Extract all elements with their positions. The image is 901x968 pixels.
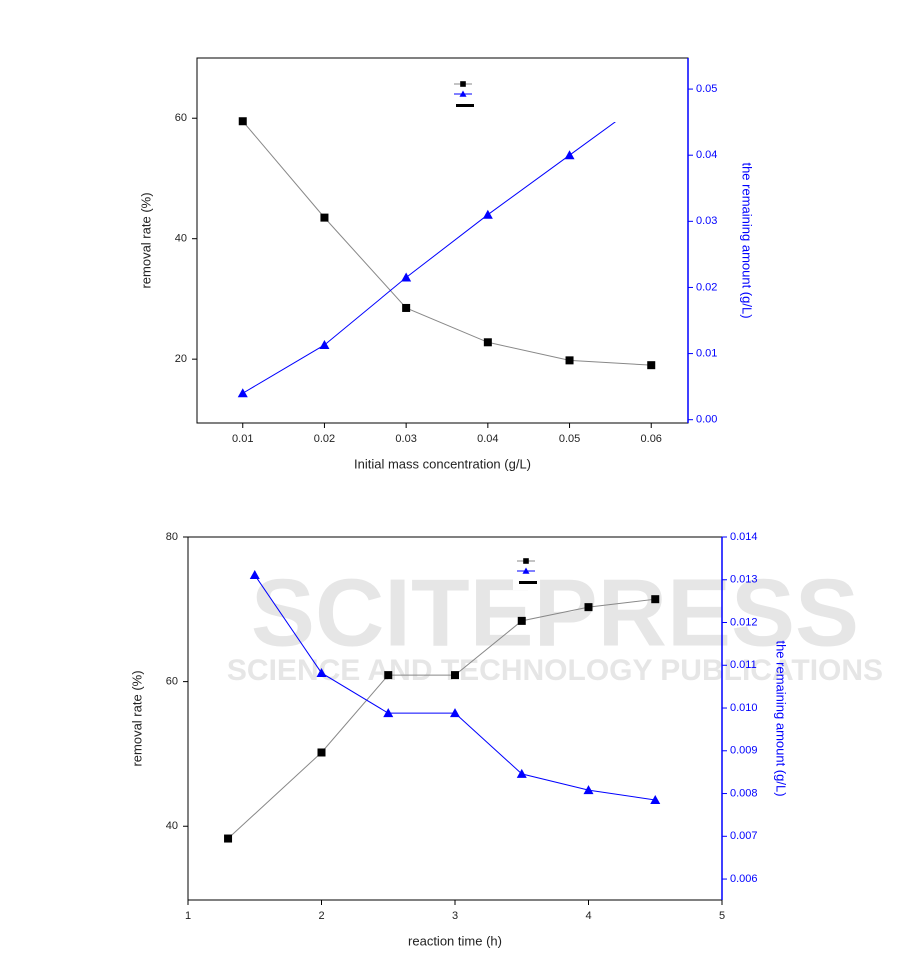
marker: [647, 361, 656, 370]
y-tick-label: 80: [166, 531, 178, 543]
x-tick-label: 0.05: [559, 433, 580, 445]
x-tick-label: 0.04: [477, 433, 498, 445]
marker: [483, 338, 492, 347]
y2-tick-label: 0.02: [696, 281, 717, 293]
marker: [583, 785, 594, 795]
y2-tick-label: 0.012: [730, 616, 758, 628]
marker: [584, 603, 593, 612]
marker: [224, 834, 233, 843]
marker: [651, 595, 660, 604]
marker: [401, 272, 412, 282]
x-tick-label: 0.01: [232, 433, 253, 445]
marker: [402, 303, 411, 312]
marker: [320, 213, 329, 222]
marker: [249, 570, 260, 580]
y2-tick-label: 0.009: [730, 745, 758, 757]
y-tick-label: 20: [175, 353, 187, 365]
x-tick-label: 2: [318, 910, 324, 922]
x-axis-label: reaction time (h): [408, 933, 502, 948]
watermark-title: SCITEPRESS: [251, 559, 859, 666]
y-axis-label: removal rate (%): [138, 192, 153, 288]
y2-axis-label: the remaining amount (g/L): [740, 162, 755, 318]
marker: [460, 81, 466, 87]
y-tick-label: 60: [166, 676, 178, 688]
y2-tick-label: 0.01: [696, 347, 717, 359]
marker: [316, 667, 327, 677]
marker: [384, 671, 393, 680]
y2-tick-label: 0.010: [730, 702, 758, 714]
marker: [523, 558, 529, 564]
legend-bar: [456, 104, 474, 107]
x-tick-label: 3: [452, 910, 458, 922]
marker: [319, 339, 330, 349]
y2-tick-label: 0.03: [696, 215, 717, 227]
x-tick-label: 0.02: [314, 433, 335, 445]
marker: [451, 671, 459, 680]
series-line: [242, 95, 652, 394]
x-axis-label: Initial mass concentration (g/L): [354, 456, 531, 471]
marker: [317, 748, 326, 757]
y-tick-label: 60: [175, 112, 187, 124]
y2-tick-label: 0.00: [696, 414, 717, 426]
marker: [565, 356, 574, 365]
y2-tick-label: 0.014: [730, 531, 758, 543]
y-axis-label: removal rate (%): [129, 670, 144, 766]
y2-tick-label: 0.011: [730, 659, 757, 671]
legend-bar: [519, 581, 537, 584]
x-tick-label: 4: [585, 910, 591, 922]
y2-tick-label: 0.006: [730, 873, 758, 885]
marker: [564, 150, 575, 160]
y2-tick-label: 0.008: [730, 787, 758, 799]
y2-axis-label: the remaining amount (g/L): [774, 640, 789, 796]
marker: [459, 90, 467, 97]
y2-tick-label: 0.05: [696, 83, 717, 95]
y2-tick-label: 0.013: [730, 574, 758, 586]
y-tick-label: 40: [166, 820, 178, 832]
marker: [383, 708, 394, 718]
x-tick-label: 0.03: [395, 433, 416, 445]
marker: [482, 209, 493, 219]
marker: [237, 388, 248, 398]
marker: [450, 708, 460, 718]
y-tick-label: 40: [175, 233, 187, 245]
marker: [522, 567, 530, 574]
y2-tick-label: 0.04: [696, 149, 717, 161]
legend-box: [450, 78, 660, 122]
marker: [238, 117, 247, 126]
marker: [517, 616, 526, 625]
series-line: [242, 120, 652, 366]
x-tick-label: 0.06: [641, 433, 662, 445]
x-tick-label: 5: [719, 910, 725, 922]
y2-tick-label: 0.007: [730, 830, 758, 842]
marker: [516, 768, 527, 778]
marker: [650, 794, 661, 804]
x-tick-label: 1: [185, 910, 191, 922]
